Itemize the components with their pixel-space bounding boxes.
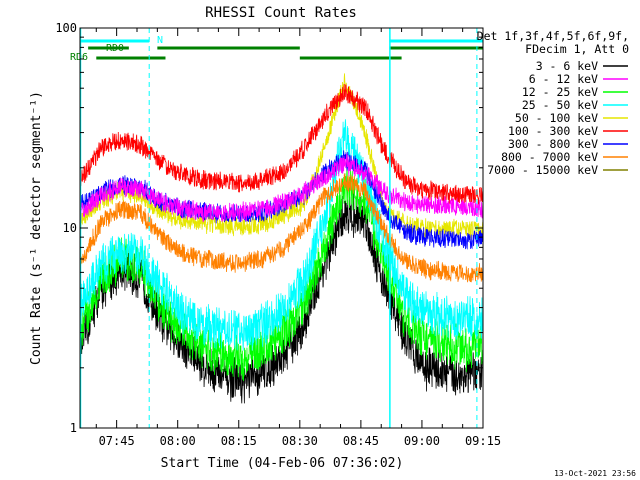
legend-label: 800 - 7000 keV	[501, 150, 598, 164]
flag-label: N	[157, 35, 163, 46]
legend-label: 25 - 50 keV	[522, 98, 598, 112]
legend-header-line-1: Det 1f,3f,4f,5f,6f,9f,	[477, 29, 629, 43]
y-axis-label: Count Rate (s⁻¹ detector segment⁻¹)	[29, 91, 44, 365]
flag-layer: N RD0 RD6	[70, 35, 483, 63]
series-line	[79, 119, 484, 351]
legend-label: 12 - 25 keV	[522, 85, 598, 99]
x-tick-label: 07:45	[99, 434, 135, 448]
legend-label: 3 - 6 keV	[536, 59, 598, 73]
legend-label: 100 - 300 keV	[508, 124, 598, 138]
y-tick-label: 1	[70, 421, 77, 435]
flag-label: RD6	[70, 52, 88, 63]
y-tick-label: 100	[55, 21, 77, 35]
chart-title: RHESSI Count Rates	[205, 5, 357, 21]
legend-label: 6 - 12 keV	[529, 72, 598, 86]
legend-label: 300 - 800 keV	[508, 137, 598, 151]
flag-label: RD0	[106, 43, 124, 54]
y-tick-label: 10	[63, 221, 77, 235]
x-axis-label: Start Time (04-Feb-06 07:36:02)	[161, 456, 404, 471]
legend-label: 7000 - 15000 keV	[487, 163, 598, 177]
axes-layer: 07:45 08:00 08:15 08:30 08:45 09:00 09:15 1 10 10…	[55, 21, 501, 448]
series-line	[79, 83, 484, 206]
series-line	[79, 173, 484, 283]
series-line	[79, 153, 484, 223]
legend-header-line-2: FDecim 1, Att 0	[525, 42, 629, 56]
legend-label: 50 - 100 keV	[515, 111, 598, 125]
timestamp: 13-Oct-2021 23:56	[554, 469, 636, 478]
x-tick-label: 08:00	[160, 434, 196, 448]
x-tick-label: 08:30	[282, 434, 318, 448]
x-tick-label: 08:15	[221, 434, 257, 448]
x-tick-label: 08:45	[343, 434, 379, 448]
data-layer	[79, 73, 484, 404]
x-tick-label: 09:00	[404, 434, 440, 448]
x-tick-label: 09:15	[465, 434, 501, 448]
